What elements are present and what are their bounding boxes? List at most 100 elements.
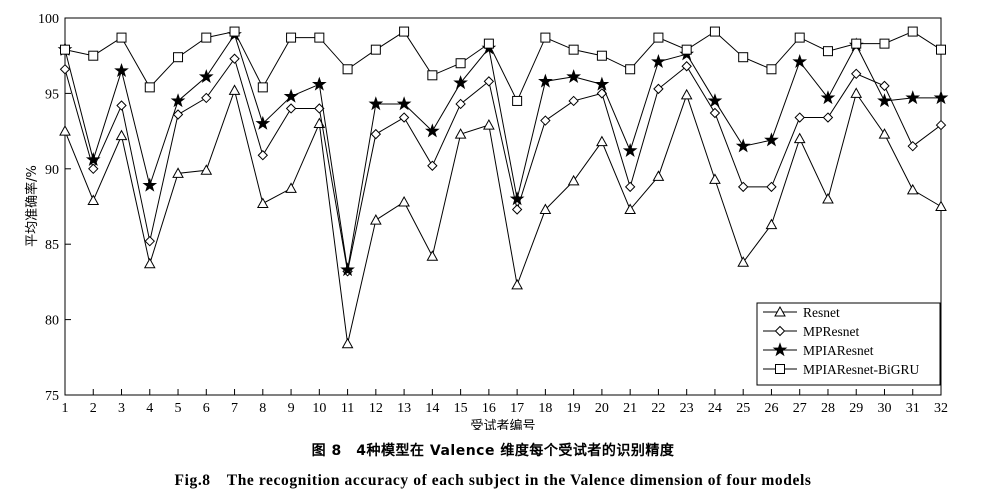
figure-caption-english: Fig.8 The recognition accuracy of each s… [174,472,812,489]
x-tick-label: 31 [906,401,920,416]
data-point [340,262,355,277]
data-point [455,58,466,69]
x-tick-label: 28 [821,401,835,416]
x-tick-label: 18 [538,401,552,416]
data-point [115,129,128,141]
series-line [64,33,941,270]
legend-item: Resnet [763,305,840,320]
data-point [172,109,184,120]
x-tick-label: 6 [203,401,210,416]
x-tick-label: 19 [567,401,581,416]
legend-label: Resnet [803,305,840,320]
data-point [88,50,99,61]
data-point [792,54,808,68]
data-point [341,337,354,349]
legend-item: MPIAResnet [763,342,874,358]
data-point [936,44,946,55]
legend-label: MPResnet [803,324,860,339]
x-tick-label: 14 [425,401,439,416]
figure-caption-chinese: 图 8 4种模型在 Valence 维度每个受试者的识别精度 [311,443,675,459]
data-point [368,96,384,111]
y-tick-label: 95 [45,87,59,102]
x-tick-label: 20 [595,401,609,416]
data-point [878,128,891,139]
data-point [283,88,299,103]
data-point [879,38,890,49]
data-point [142,177,158,192]
x-tick-label: 5 [175,401,182,416]
data-point [255,115,271,130]
y-axis-title: 平均准确率/% [24,165,40,247]
data-point [257,82,268,93]
data-point [652,170,665,181]
data-point [596,88,608,99]
data-point [144,235,155,247]
data-point [398,195,410,207]
data-point [512,95,523,106]
data-point [285,182,297,193]
data-point [228,84,241,95]
y-tick-label: 75 [45,389,59,404]
data-point [566,69,581,84]
data-point [172,167,184,178]
x-tick-label: 2 [90,401,97,416]
y-tick-label: 80 [45,314,59,329]
data-point [907,140,918,152]
data-point [229,26,240,37]
data-point [483,38,494,49]
legend-marker [774,325,786,337]
data-point [370,44,381,55]
data-point [59,125,71,136]
data-point [511,278,523,290]
data-point [201,92,212,104]
data-point [568,44,579,55]
data-point [793,132,806,144]
data-point [201,32,212,43]
series-line [64,88,942,344]
y-tick-label: 85 [45,238,59,253]
data-point [509,191,525,206]
data-point [88,163,99,175]
data-point [794,32,805,43]
data-point [144,82,155,93]
data-point [342,64,353,75]
data-point [567,174,580,186]
data-point [59,64,71,75]
data-point [370,128,382,140]
data-point [709,107,721,119]
x-tick-label: 27 [793,401,807,416]
data-point [427,160,438,171]
x-tick-label: 25 [736,401,750,416]
data-point [681,61,692,72]
legend-marker [775,364,785,374]
x-tick-label: 4 [146,401,153,416]
data-point [653,83,664,95]
y-tick-label: 100 [38,12,59,27]
data-point [285,103,297,114]
data-point [200,164,213,175]
data-point [540,115,551,126]
x-tick-label: 16 [482,401,496,416]
series-line [64,57,942,272]
legend-label: MPIAResnet-BiGRU [803,362,920,377]
data-point [540,32,551,43]
data-point [766,181,777,193]
data-point [680,88,693,100]
data-point [114,63,129,78]
x-axis-title: 受试者编号 [470,419,535,430]
data-point [709,173,721,184]
data-point [851,38,862,49]
x-tick-label: 17 [510,401,524,416]
data-point [651,54,666,68]
data-point [311,76,327,91]
x-tick-label: 23 [680,401,694,416]
data-point [396,96,412,111]
legend-marker [772,342,788,357]
data-point [625,64,636,75]
legend: Resnet MPResnet MPIAResnet MPIAResnet-BiGRU [756,302,941,386]
data-point [766,64,777,75]
x-tick-label: 15 [454,401,468,416]
x-tick-label: 9 [288,401,295,416]
legend-marker [774,305,786,317]
